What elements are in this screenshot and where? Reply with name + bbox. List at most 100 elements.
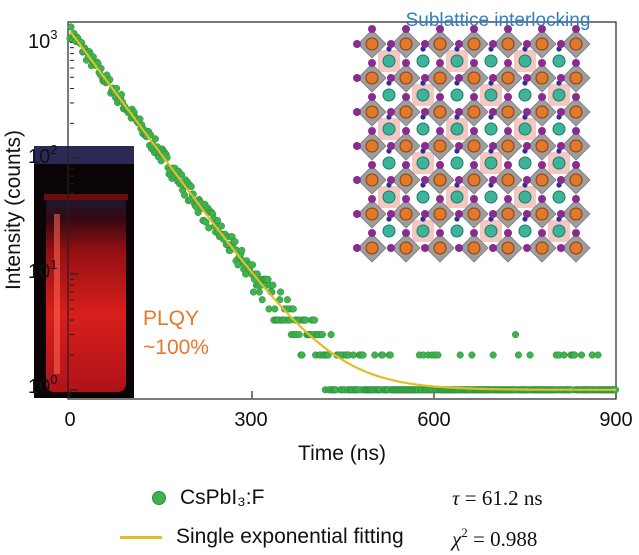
cesium-atom bbox=[484, 88, 498, 102]
cesium-atom bbox=[382, 156, 396, 170]
iodine-atom bbox=[421, 142, 429, 150]
iodine-atom bbox=[387, 108, 395, 116]
iodine-atom bbox=[436, 127, 444, 135]
data-point bbox=[157, 157, 165, 165]
iodine-atom bbox=[436, 161, 444, 169]
iodine-atom bbox=[387, 142, 395, 150]
lead-atom bbox=[433, 207, 447, 221]
lead-atom bbox=[399, 173, 413, 187]
cesium-atom bbox=[416, 54, 430, 68]
lead-atom bbox=[399, 241, 413, 255]
lead-atom bbox=[399, 105, 413, 119]
data-point bbox=[231, 238, 239, 246]
iodine-atom bbox=[489, 142, 497, 150]
data-point bbox=[180, 191, 189, 199]
iodine-atom bbox=[557, 40, 565, 48]
lead-atom bbox=[365, 241, 379, 255]
iodine-atom bbox=[387, 74, 395, 82]
iodine-atom bbox=[368, 229, 376, 237]
cesium-atom bbox=[416, 122, 430, 136]
iodine-atom bbox=[572, 161, 580, 169]
lead-atom bbox=[433, 37, 447, 51]
iodine-atom bbox=[557, 108, 565, 116]
iodine-atom bbox=[436, 93, 444, 101]
iodine-atom bbox=[436, 195, 444, 203]
iodine-atom bbox=[523, 142, 531, 150]
iodine-atom bbox=[455, 74, 463, 82]
lead-atom bbox=[535, 173, 549, 187]
data-point bbox=[489, 351, 497, 359]
data-point bbox=[359, 351, 367, 359]
iodine-atom bbox=[353, 108, 361, 116]
cesium-atom bbox=[450, 88, 464, 102]
x-tick-label: 900 bbox=[599, 409, 632, 431]
data-point bbox=[248, 261, 257, 269]
iodine-atom bbox=[402, 127, 410, 135]
data-point bbox=[277, 288, 285, 296]
data-point bbox=[468, 351, 476, 359]
iodine-atom bbox=[368, 127, 376, 135]
data-point bbox=[434, 351, 442, 359]
y-tick-label: 101 bbox=[28, 257, 57, 283]
iodine-atom bbox=[353, 176, 361, 184]
lead-atom bbox=[399, 207, 413, 221]
plqy-label: PLQY bbox=[143, 307, 199, 330]
data-point bbox=[271, 305, 279, 313]
iodine-atom bbox=[572, 59, 580, 67]
lead-atom bbox=[569, 139, 583, 153]
iodine-atom bbox=[572, 229, 580, 237]
iodine-atom bbox=[557, 244, 565, 252]
iodine-atom bbox=[368, 93, 376, 101]
cesium-atom bbox=[382, 88, 396, 102]
iodine-atom bbox=[538, 127, 546, 135]
iodine-atom bbox=[470, 127, 478, 135]
iodine-atom bbox=[353, 210, 361, 218]
vial-photo bbox=[34, 146, 134, 398]
lattice-inset bbox=[353, 25, 591, 263]
axes bbox=[67, 21, 617, 400]
lead-atom bbox=[365, 71, 379, 85]
lead-atom bbox=[569, 37, 583, 51]
lead-atom bbox=[399, 71, 413, 85]
lead-atom bbox=[535, 71, 549, 85]
lead-atom bbox=[535, 37, 549, 51]
cesium-atom bbox=[518, 224, 532, 238]
iodine-atom bbox=[387, 244, 395, 252]
iodine-atom bbox=[572, 93, 580, 101]
iodine-atom bbox=[387, 210, 395, 218]
iodine-atom bbox=[538, 59, 546, 67]
iodine-atom bbox=[538, 195, 546, 203]
data-point bbox=[318, 331, 326, 339]
data-point bbox=[151, 135, 159, 143]
cesium-atom bbox=[416, 156, 430, 170]
iodine-atom bbox=[523, 244, 531, 252]
y-tick-label: 102 bbox=[28, 142, 57, 168]
data-point bbox=[258, 296, 266, 304]
data-point bbox=[324, 351, 332, 359]
x-tick-label: 0 bbox=[64, 409, 75, 431]
iodine-atom bbox=[523, 40, 531, 48]
iodine-atom bbox=[557, 176, 565, 184]
iodine-atom bbox=[557, 74, 565, 82]
lead-atom bbox=[535, 105, 549, 119]
data-point bbox=[349, 351, 357, 359]
iodine-atom bbox=[387, 40, 395, 48]
data-point bbox=[386, 351, 394, 359]
lead-atom bbox=[501, 139, 515, 153]
cesium-atom bbox=[484, 224, 498, 238]
cesium-atom bbox=[450, 54, 464, 68]
iodine-atom bbox=[353, 40, 361, 48]
iodine-atom bbox=[402, 195, 410, 203]
cesium-atom bbox=[552, 88, 566, 102]
lead-atom bbox=[535, 241, 549, 255]
iodine-atom bbox=[470, 59, 478, 67]
iodine-atom bbox=[523, 176, 531, 184]
lead-atom bbox=[569, 173, 583, 187]
lead-atom bbox=[467, 71, 481, 85]
cesium-atom bbox=[450, 122, 464, 136]
iodine-atom bbox=[421, 74, 429, 82]
data-point bbox=[289, 305, 297, 313]
plqy-value: ~100% bbox=[143, 336, 209, 359]
iodine-atom bbox=[368, 195, 376, 203]
